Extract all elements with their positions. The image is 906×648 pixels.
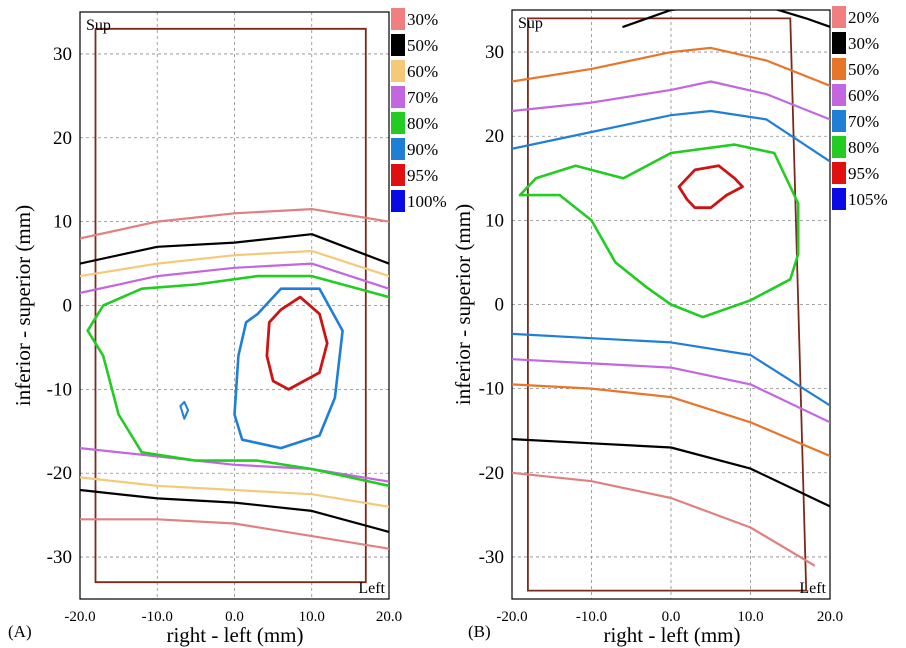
contour-50pct bbox=[80, 488, 389, 534]
panel-label: (A) bbox=[8, 622, 32, 641]
legend-swatch bbox=[391, 164, 405, 186]
legend-swatch bbox=[391, 86, 405, 108]
legend-swatch bbox=[391, 190, 405, 212]
contour-30pct bbox=[80, 208, 389, 240]
y-tick-label: -10 bbox=[479, 379, 504, 400]
legend-swatch bbox=[832, 136, 846, 158]
legend-label: 30% bbox=[848, 34, 879, 53]
contour-70pct bbox=[512, 332, 830, 407]
corner-label-top: Sup bbox=[518, 15, 543, 32]
contour-80pct bbox=[86, 274, 389, 333]
legend-label: 95% bbox=[848, 164, 879, 183]
contour-70pct bbox=[512, 109, 830, 163]
legend-label: 90% bbox=[407, 140, 438, 159]
contour-60pct bbox=[512, 358, 830, 424]
y-tick-label: 20 bbox=[485, 126, 504, 147]
legend-swatch bbox=[832, 84, 846, 106]
contour-100pct bbox=[179, 400, 190, 420]
legend-label: 70% bbox=[407, 88, 438, 107]
x-tick-label: 20.0 bbox=[817, 609, 843, 625]
x-tick-label: 20.0 bbox=[376, 609, 402, 625]
legend-label: 105% bbox=[848, 190, 888, 209]
panel-label: (B) bbox=[468, 622, 491, 641]
legend-swatch bbox=[832, 6, 846, 28]
contour-90pct bbox=[233, 287, 344, 450]
legend-label: 70% bbox=[848, 112, 879, 131]
structure-outline bbox=[527, 17, 808, 592]
contour-60pct bbox=[80, 249, 389, 278]
structure-outline bbox=[94, 27, 367, 584]
panel-b: -20.0 -10.0 0.0 10.0 20.0 30 20 10 0 -10 -20 -30 Sup… bbox=[451, 6, 888, 647]
legend-label: 50% bbox=[848, 60, 879, 79]
x-tick-label: 10.0 bbox=[299, 609, 325, 625]
contour-20pct bbox=[512, 471, 816, 567]
panel-a: -20.0 -10.0 0.0 10.0 20.0 30 20 10 0 -10 -20 -30 Sup… bbox=[8, 8, 447, 647]
legend-label: 60% bbox=[848, 86, 879, 105]
x-tick-label: 0.0 bbox=[662, 609, 681, 625]
plot-frame bbox=[79, 11, 390, 600]
x-tick-label: 10.0 bbox=[737, 609, 763, 625]
corner-label-bottom: Left bbox=[799, 580, 826, 597]
y-tick-label: 20 bbox=[53, 128, 72, 149]
y-tick-label: -30 bbox=[47, 547, 72, 568]
y-tick-label: 30 bbox=[53, 44, 72, 65]
legend-swatch bbox=[832, 188, 846, 210]
contour-30pct bbox=[512, 438, 830, 508]
contour-95pct bbox=[265, 295, 329, 391]
x-axis-label: right - left (mm) bbox=[166, 623, 303, 647]
contour-30pct bbox=[622, 10, 830, 28]
legend-label: 30% bbox=[407, 10, 438, 29]
contour-70pct bbox=[80, 447, 389, 483]
x-axis-label: right - left (mm) bbox=[603, 623, 740, 647]
legend-swatch bbox=[832, 58, 846, 80]
legend-swatch bbox=[391, 34, 405, 56]
contour-60pct bbox=[80, 476, 389, 508]
legend-swatch bbox=[832, 162, 846, 184]
contour-80pct bbox=[86, 329, 389, 488]
x-tick-label: -10.0 bbox=[142, 609, 173, 625]
y-tick-label: -20 bbox=[479, 463, 504, 484]
legend-label: 80% bbox=[407, 114, 438, 133]
x-tick-label: -20.0 bbox=[496, 609, 527, 625]
y-tick-label: 10 bbox=[485, 210, 504, 231]
contour-80pct bbox=[518, 143, 800, 319]
legend-swatch bbox=[832, 110, 846, 132]
legend-swatch bbox=[391, 8, 405, 30]
legend-swatch bbox=[391, 112, 405, 134]
y-tick-label: 30 bbox=[485, 42, 504, 63]
legend-label: 50% bbox=[407, 36, 438, 55]
legend-label: 60% bbox=[407, 62, 438, 81]
legend-swatch bbox=[832, 32, 846, 54]
contour-50pct bbox=[512, 46, 830, 87]
y-tick-label: -10 bbox=[47, 379, 72, 400]
corner-label-bottom: Left bbox=[358, 580, 385, 597]
legend-label: 100% bbox=[407, 192, 447, 211]
contour-group bbox=[512, 10, 830, 592]
y-tick-label: 10 bbox=[53, 212, 72, 233]
contour-50pct bbox=[80, 233, 389, 265]
contour-60pct bbox=[512, 80, 830, 121]
y-tick-label: 0 bbox=[63, 296, 73, 317]
x-tick-label: 0.0 bbox=[225, 609, 244, 625]
legend-label: 95% bbox=[407, 166, 438, 185]
contour-50pct bbox=[512, 383, 830, 458]
y-tick-label: -30 bbox=[479, 547, 504, 568]
legend-swatch bbox=[391, 138, 405, 160]
legend-label: 20% bbox=[848, 8, 879, 27]
contour-30pct bbox=[80, 518, 389, 550]
legend-label: 80% bbox=[848, 138, 879, 157]
y-tick-label: 0 bbox=[495, 295, 505, 316]
contour-group bbox=[80, 27, 389, 584]
y-axis-label: inferior - superior (mm) bbox=[11, 205, 35, 406]
y-axis-label: inferior - superior (mm) bbox=[451, 204, 475, 405]
x-tick-label: -20.0 bbox=[64, 609, 95, 625]
contour-70pct bbox=[80, 262, 389, 294]
legend-swatch bbox=[391, 60, 405, 82]
y-tick-label: -20 bbox=[47, 463, 72, 484]
contour-95pct bbox=[677, 164, 744, 210]
x-tick-label: -10.0 bbox=[576, 609, 607, 625]
corner-label-top: Sup bbox=[86, 17, 111, 34]
